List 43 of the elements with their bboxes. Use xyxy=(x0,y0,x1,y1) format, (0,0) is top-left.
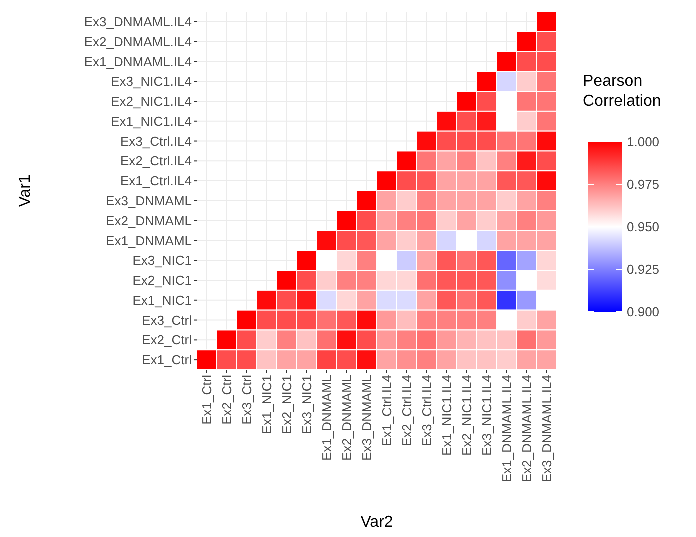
y-tick-label: Ex1_Ctrl xyxy=(142,352,192,368)
x-tick-label: Ex1_Ctrl.IL4 xyxy=(380,375,395,447)
y-tick-label: Ex1_DNMAML.IL4 xyxy=(84,54,192,70)
x-tick-label: Ex3_NIC1 xyxy=(300,375,315,434)
y-tick-label: Ex2_NIC1 xyxy=(132,273,192,288)
x-tick-label: Ex3_Ctrl.IL4 xyxy=(420,375,435,447)
x-tick-label: Ex3_DNMAML xyxy=(360,375,375,461)
y-tick-label: Ex2_DNMAML xyxy=(106,213,192,228)
color-bar-label: 1.000 xyxy=(627,134,660,150)
color-bar-label: 0.925 xyxy=(627,262,660,278)
y-tick-label: Ex1_Ctrl.IL4 xyxy=(120,174,192,189)
x-tick-label: Ex1_NIC1.IL4 xyxy=(440,375,455,456)
x-tick-label: Ex1_DNMAML xyxy=(320,375,335,461)
y-tick-label: Ex2_Ctrl.IL4 xyxy=(120,154,192,169)
y-tick-label: Ex1_NIC1 xyxy=(132,292,192,308)
y-tick-label: Ex3_DNMAML xyxy=(106,193,192,208)
y-axis-title: Var1 xyxy=(17,174,34,208)
color-bar-label: 0.950 xyxy=(627,220,660,235)
x-tick-label: Ex1_NIC1 xyxy=(260,375,275,434)
y-tick-label: Ex2_NIC1.IL4 xyxy=(111,94,192,110)
y-tick-label: Ex2_Ctrl xyxy=(142,332,192,348)
x-axis-title: Var2 xyxy=(360,514,394,531)
y-tick-label: Ex3_Ctrl.IL4 xyxy=(120,134,192,149)
x-tick-label: Ex2_DNMAML xyxy=(340,375,355,461)
y-tick-label: Ex1_DNMAML xyxy=(106,233,192,248)
x-tick-label: Ex2_Ctrl xyxy=(220,374,235,425)
y-tick-label: Ex1_NIC1.IL4 xyxy=(111,114,192,129)
legend-title: Pearson Correlation xyxy=(583,73,662,110)
x-tick-label: Ex2_Ctrl.IL4 xyxy=(400,375,415,447)
x-tick-label: Ex3_NIC1.IL4 xyxy=(480,375,495,456)
x-tick-label: Ex2_NIC1 xyxy=(280,375,295,434)
x-tick-label: Ex1_DNMAML.IL4 xyxy=(500,375,515,483)
y-tick-label: Ex3_NIC1 xyxy=(132,253,192,268)
x-tick-label: Ex2_NIC1.IL4 xyxy=(460,375,475,456)
color-bar-label: 0.900 xyxy=(627,304,660,320)
y-tick-label: Ex2_DNMAML.IL4 xyxy=(84,34,192,50)
x-tick-label: Ex3_DNMAML.IL4 xyxy=(540,375,555,483)
y-tick-label: Ex3_DNMAML.IL4 xyxy=(84,14,192,30)
y-tick-label: Ex3_NIC1.IL4 xyxy=(111,74,192,90)
x-tick-label: Ex2_DNMAML.IL4 xyxy=(520,375,535,483)
color-bar-label: 0.975 xyxy=(627,177,660,192)
y-tick-label: Ex3_Ctrl xyxy=(142,312,192,328)
x-tick-label: Ex3_Ctrl xyxy=(240,374,255,425)
